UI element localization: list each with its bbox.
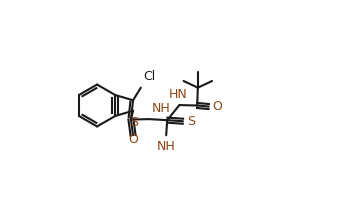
Text: O: O [129, 133, 139, 146]
Text: Cl: Cl [143, 70, 156, 83]
Text: S: S [187, 115, 195, 128]
Text: HN: HN [169, 88, 188, 101]
Text: NH: NH [156, 140, 175, 153]
Text: S: S [130, 116, 138, 129]
Text: O: O [213, 100, 222, 113]
Text: NH: NH [152, 102, 171, 115]
